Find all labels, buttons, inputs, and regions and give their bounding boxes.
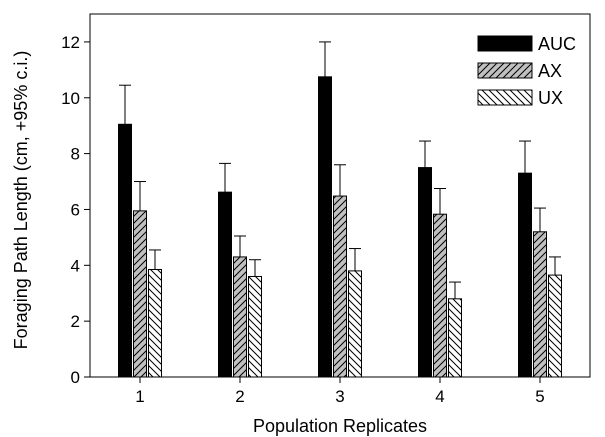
bar-auc-4 bbox=[418, 167, 432, 378]
x-axis: 1 2 3 4 5 bbox=[135, 377, 545, 406]
bar-ux-2 bbox=[248, 275, 262, 378]
error-bar-auc-4 bbox=[419, 140, 431, 168]
error-bar-ax-1 bbox=[134, 181, 146, 211]
legend-label-ux: UX bbox=[538, 88, 563, 108]
bar-auc-3 bbox=[318, 76, 332, 378]
y-tick-label-8: 8 bbox=[71, 145, 80, 164]
legend-swatch-ax bbox=[477, 62, 533, 79]
bar-ux-4 bbox=[448, 298, 462, 378]
error-bar-ax-4 bbox=[434, 188, 446, 215]
legend-swatch-auc bbox=[477, 35, 533, 52]
legend-label-auc: AUC bbox=[538, 34, 576, 54]
legend-item-ax: AX bbox=[477, 61, 562, 81]
y-tick-label-4: 4 bbox=[71, 256, 80, 275]
bar-ax-4 bbox=[433, 213, 447, 378]
error-bar-ax-3 bbox=[334, 164, 346, 197]
error-bars-group bbox=[119, 41, 561, 299]
error-bar-ux-1 bbox=[149, 249, 161, 270]
bar-ux-3 bbox=[348, 270, 362, 378]
bars-group bbox=[118, 76, 562, 378]
error-bar-auc-5 bbox=[519, 140, 531, 174]
bar-auc-5 bbox=[518, 172, 532, 378]
bar-ax-2 bbox=[233, 256, 247, 378]
error-bar-auc-3 bbox=[319, 41, 331, 77]
legend-item-auc: AUC bbox=[477, 34, 576, 54]
bar-ax-1 bbox=[133, 210, 147, 378]
error-bar-auc-1 bbox=[119, 84, 131, 125]
y-tick-label-6: 6 bbox=[71, 200, 80, 219]
legend: AUC AX UX bbox=[477, 34, 576, 108]
y-tick-label-12: 12 bbox=[61, 33, 80, 52]
bar-ax-3 bbox=[333, 195, 347, 378]
y-axis-title: Foraging Path Length (cm, +95% c.i.) bbox=[11, 51, 31, 350]
y-tick-label-0: 0 bbox=[71, 368, 80, 387]
y-tick-label-10: 10 bbox=[61, 89, 80, 108]
bar-ax-5 bbox=[533, 231, 547, 378]
error-bar-ux-4 bbox=[449, 281, 461, 299]
legend-swatch-ux bbox=[477, 89, 533, 106]
x-axis-title: Population Replicates bbox=[253, 416, 427, 436]
error-bar-auc-2 bbox=[219, 162, 231, 193]
error-bar-ux-5 bbox=[549, 256, 561, 276]
y-axis: 0 2 4 6 8 10 12 bbox=[61, 33, 90, 387]
y-tick-label-2: 2 bbox=[71, 312, 80, 331]
error-bar-ax-2 bbox=[234, 235, 246, 257]
x-tick-label-4: 4 bbox=[435, 387, 444, 406]
x-tick-label-5: 5 bbox=[535, 387, 544, 406]
legend-label-ax: AX bbox=[538, 61, 562, 81]
legend-item-ux: UX bbox=[477, 88, 563, 108]
bar-ux-1 bbox=[148, 268, 162, 378]
bar-auc-1 bbox=[118, 123, 132, 378]
error-bar-ux-2 bbox=[249, 259, 261, 277]
x-tick-label-2: 2 bbox=[235, 387, 244, 406]
x-tick-label-1: 1 bbox=[135, 387, 144, 406]
bar-auc-2 bbox=[218, 191, 232, 378]
bar-ux-5 bbox=[548, 274, 562, 378]
x-tick-label-3: 3 bbox=[335, 387, 344, 406]
error-bar-ux-3 bbox=[349, 248, 361, 271]
error-bar-ax-5 bbox=[534, 207, 546, 232]
